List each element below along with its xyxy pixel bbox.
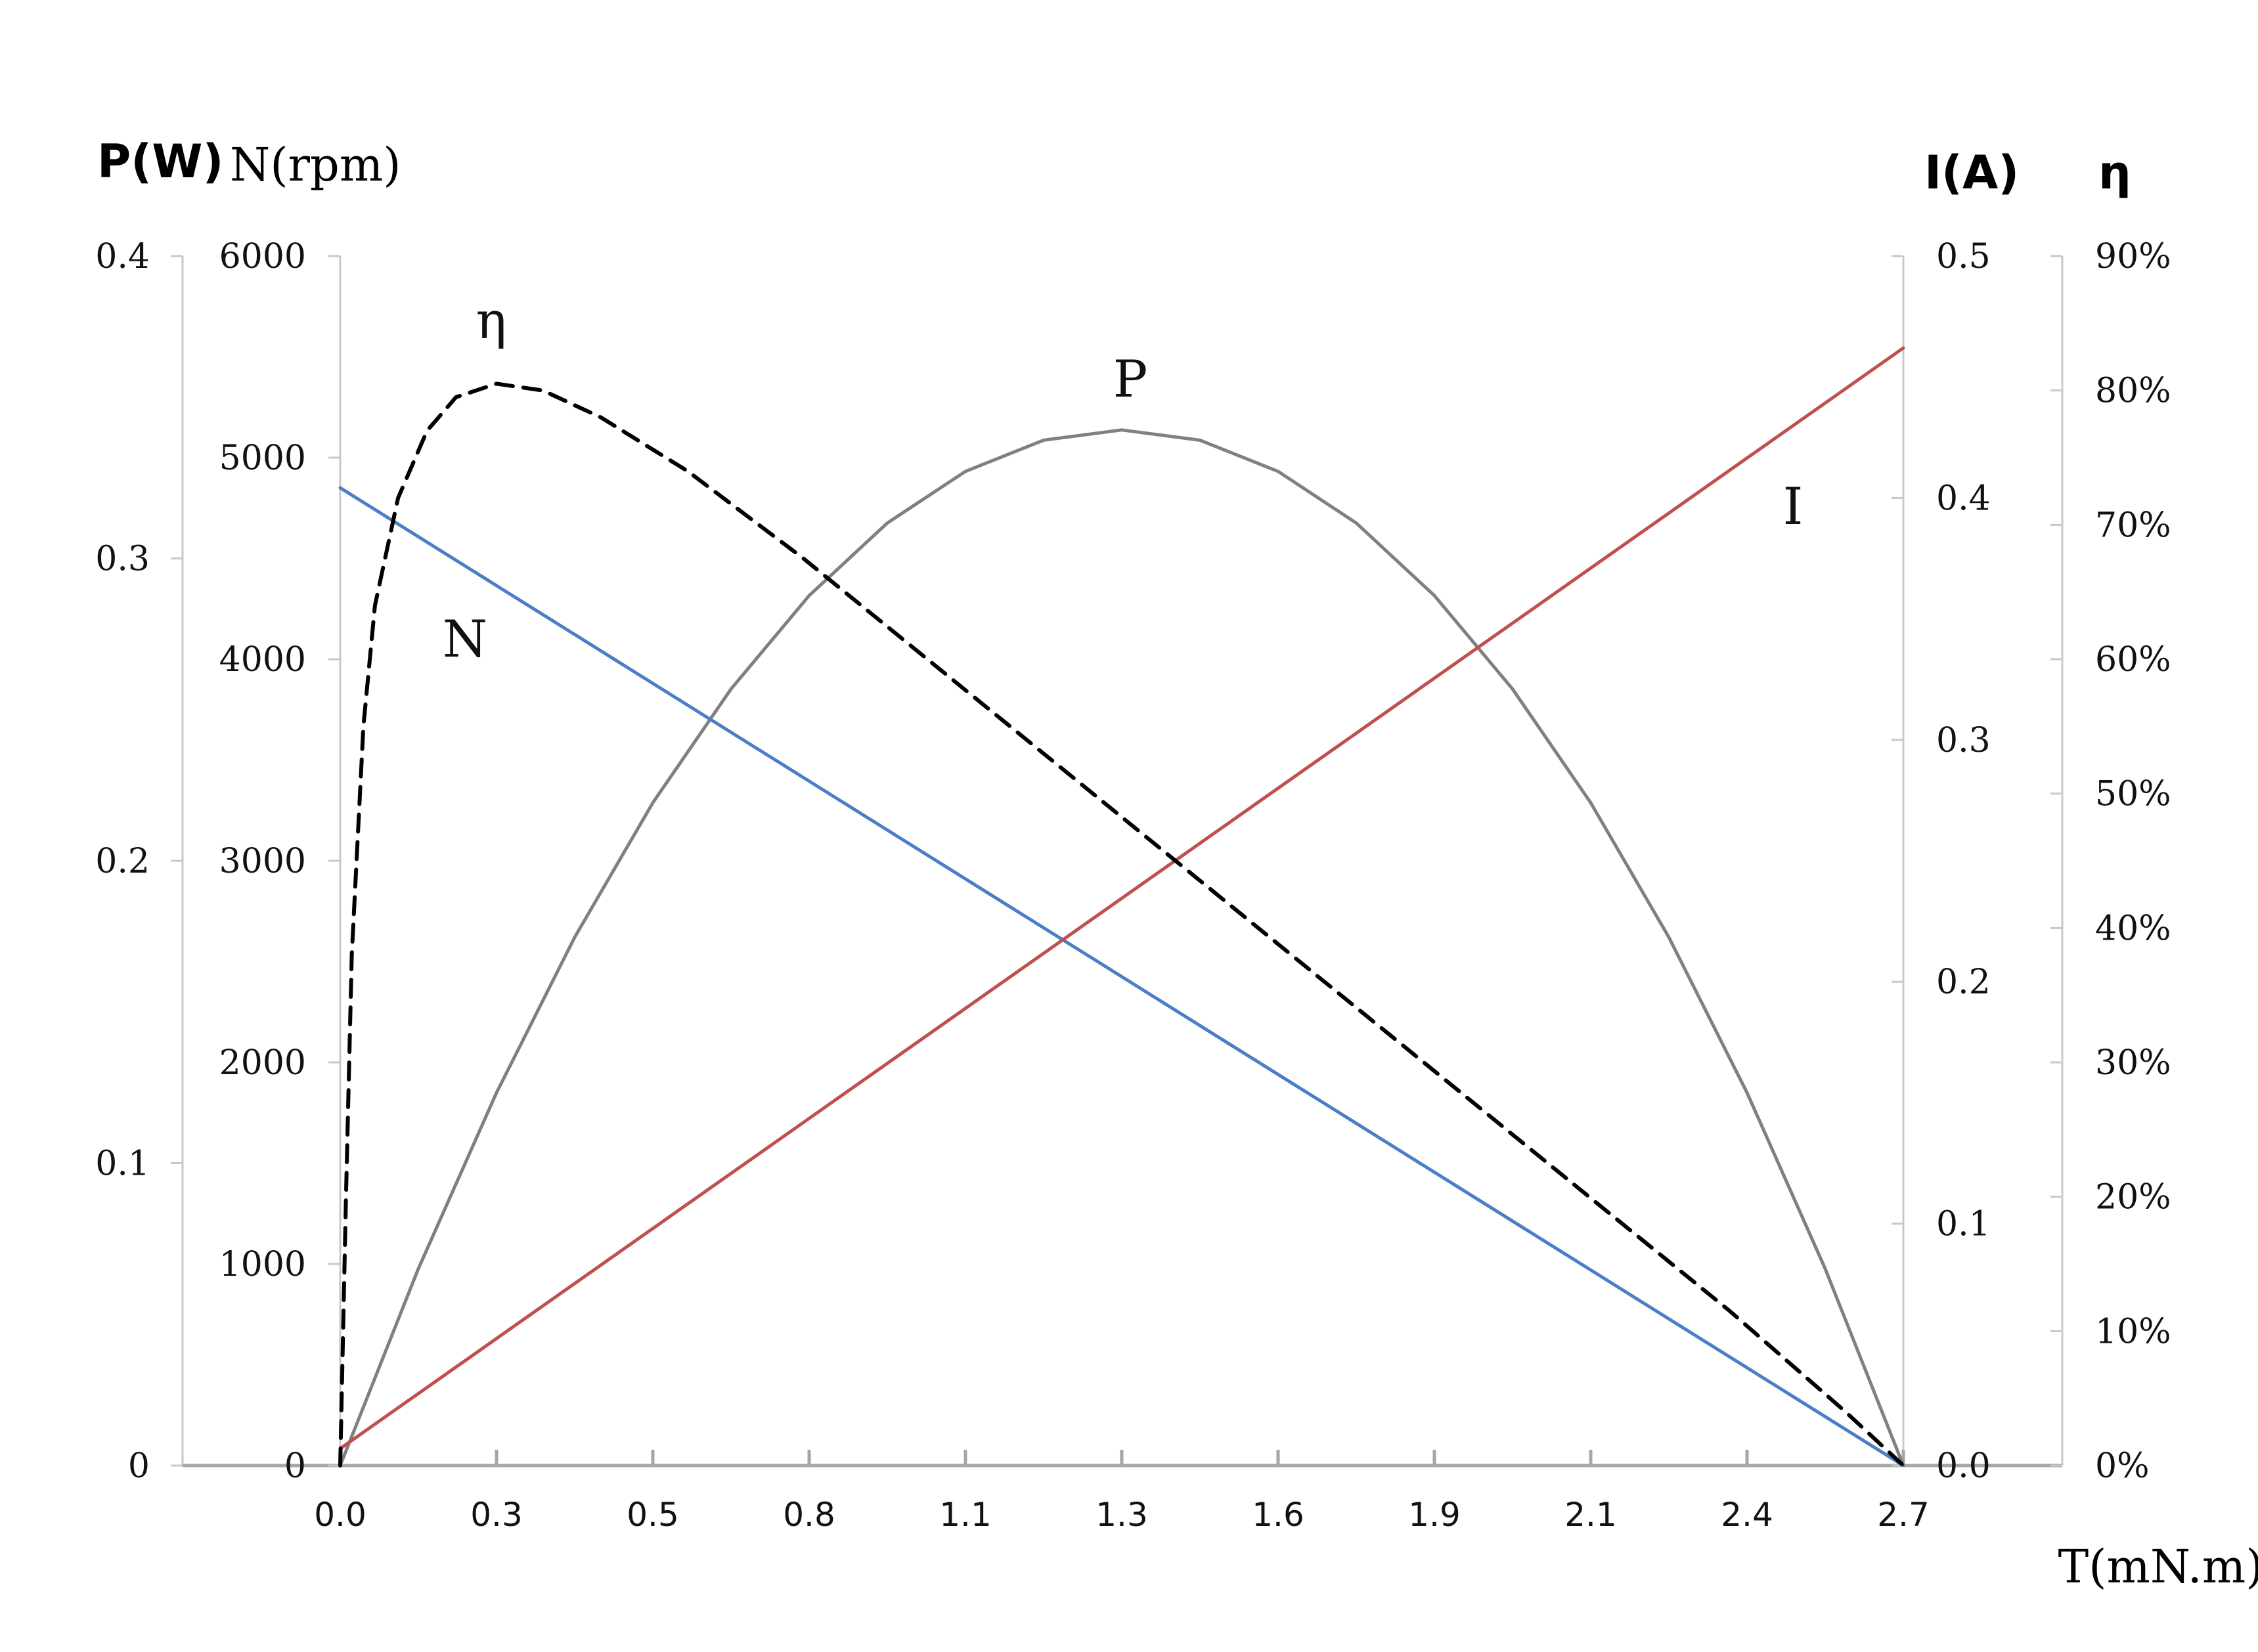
y-tick-label-I: 0.1	[1936, 1205, 1991, 1244]
series-line-N	[338, 486, 1905, 1467]
i-axis-unit: I(A)	[1924, 146, 2019, 200]
x-tick-label: 2.7	[1877, 1496, 1930, 1534]
y-tick-label-eta: 80%	[2095, 372, 2171, 411]
y-tick-label-eta: 50%	[2095, 775, 2171, 814]
p-curve-label: P	[1113, 350, 1147, 409]
eta-axis-unit: η	[2098, 146, 2131, 200]
y-tick-label-P: 0.4	[95, 237, 150, 276]
y-tick-label-I: 0.0	[1936, 1446, 1991, 1486]
x-tick-label: 0.0	[314, 1496, 366, 1534]
y-tick-label-eta: 30%	[2095, 1043, 2171, 1083]
y-tick-label-N: 2000	[219, 1043, 306, 1083]
x-tick-label: 1.3	[1096, 1496, 1148, 1534]
series-layer	[338, 346, 1905, 1467]
y-tick-label-eta: 20%	[2095, 1178, 2171, 1217]
p-axis-unit: P(W)	[97, 135, 224, 188]
y-tick-label-eta: 0%	[2095, 1446, 2150, 1486]
x-tick-label: 2.1	[1564, 1496, 1617, 1534]
y-tick-label-eta: 70%	[2095, 506, 2171, 545]
series-line-I	[338, 346, 1905, 1450]
y-tick-label-I: 0.5	[1936, 237, 1991, 276]
y-tick-label-N: 0	[284, 1446, 306, 1486]
y-tick-label-I: 0.4	[1936, 479, 1991, 518]
x-axis-label: T(mN.m)	[2058, 1540, 2258, 1594]
n-axis-unit: N(rpm)	[230, 138, 401, 192]
x-tick-label: 0.3	[470, 1496, 523, 1534]
y-tick-label-N: 5000	[219, 439, 306, 478]
series-line-eta	[338, 381, 1905, 1467]
x-axis-ticks: 0.0 0.3 0.5 0.8 1.1 1.3 1.6 1.9 2.1 2.4 2.7	[314, 1450, 1930, 1534]
x-tick-label: 1.9	[1408, 1496, 1461, 1534]
n-curve-label: N	[443, 610, 487, 669]
eta-curve-label: η	[476, 292, 507, 351]
series-line-P	[338, 428, 1905, 1467]
x-tick-label: 0.5	[627, 1496, 679, 1534]
y-tick-label-P: 0	[128, 1446, 150, 1486]
y-tick-label-N: 6000	[219, 237, 306, 276]
i-curve-label: I	[1783, 477, 1804, 536]
y-tick-label-N: 1000	[219, 1245, 306, 1284]
x-tick-label: 0.8	[783, 1496, 835, 1534]
x-tick-label: 1.6	[1252, 1496, 1304, 1534]
y-tick-label-I: 0.2	[1936, 963, 1991, 1002]
x-tick-label: 1.1	[939, 1496, 992, 1534]
y-axis-ticks: 0 0.1 0.2 0.3 0.4 0 1000 2000 3000 4000 5000 6000 0.…	[95, 237, 2171, 1486]
y-tick-label-eta: 10%	[2095, 1312, 2171, 1351]
x-tick-label: 2.4	[1721, 1496, 1773, 1534]
y-tick-label-eta: 40%	[2095, 909, 2171, 948]
y-tick-label-N: 3000	[219, 842, 306, 881]
y-tick-label-P: 0.1	[95, 1144, 150, 1184]
y-tick-label-P: 0.3	[95, 540, 150, 579]
y-tick-label-N: 4000	[219, 640, 306, 680]
y-tick-label-eta: 90%	[2095, 237, 2171, 276]
y-tick-label-I: 0.3	[1936, 721, 1991, 760]
y-tick-label-eta: 60%	[2095, 640, 2171, 680]
y-tick-label-P: 0.2	[95, 842, 150, 881]
